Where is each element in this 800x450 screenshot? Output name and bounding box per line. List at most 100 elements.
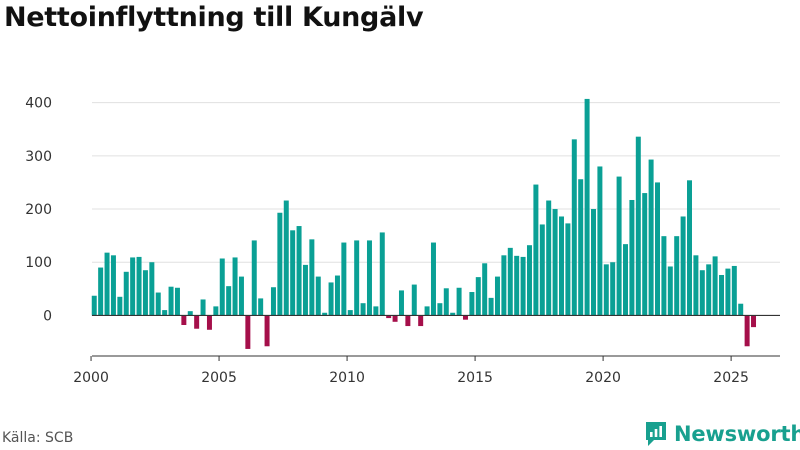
bar — [334, 275, 340, 316]
bar — [667, 266, 673, 316]
bar — [738, 303, 744, 316]
bar — [725, 268, 731, 316]
y-tick-label: 100 — [25, 255, 52, 271]
x-tick-label: 2005 — [201, 370, 237, 386]
bar — [142, 270, 148, 316]
bar — [559, 216, 564, 316]
source-label: Källa: SCB — [2, 430, 74, 446]
bar — [277, 212, 283, 316]
bar — [712, 256, 718, 316]
bar — [687, 180, 692, 316]
bar — [290, 230, 296, 316]
bar — [751, 315, 757, 328]
bar — [424, 306, 430, 316]
bar — [200, 299, 206, 316]
y-tick-label: 0 — [43, 308, 52, 324]
bar — [616, 176, 622, 316]
x-tick-label: 2000 — [73, 370, 109, 386]
bar — [418, 315, 424, 327]
bar — [443, 288, 449, 316]
bar — [168, 286, 174, 316]
bar — [635, 136, 641, 316]
bar — [373, 306, 379, 316]
bar — [482, 263, 488, 316]
bars — [91, 98, 757, 349]
bar — [706, 264, 712, 316]
bar — [213, 306, 219, 316]
y-tick-label: 200 — [25, 202, 52, 218]
bar — [456, 287, 462, 316]
bar — [699, 270, 705, 316]
bar — [539, 224, 545, 316]
bar — [194, 315, 200, 329]
bar — [226, 286, 232, 316]
bar — [283, 200, 289, 316]
y-tick-label: 300 — [25, 149, 52, 165]
bar — [347, 310, 353, 316]
bar — [149, 262, 155, 316]
bar — [258, 298, 264, 316]
bar — [219, 258, 225, 316]
bar — [507, 247, 513, 316]
bar — [104, 252, 110, 316]
bar — [123, 271, 129, 316]
bar — [322, 312, 328, 316]
bar — [571, 139, 577, 316]
bar — [366, 240, 372, 316]
bar — [136, 256, 142, 316]
bar — [411, 284, 417, 316]
bar — [623, 244, 628, 316]
bar — [245, 315, 251, 349]
bar — [328, 282, 334, 316]
bar — [462, 315, 468, 320]
bar — [206, 315, 212, 330]
bar — [450, 312, 456, 316]
x-tick-label: 2020 — [585, 370, 621, 386]
bar — [232, 257, 238, 316]
y-tick-label: 400 — [25, 96, 52, 112]
bar — [398, 290, 404, 316]
bar — [603, 264, 609, 316]
bar — [341, 242, 347, 316]
bar — [315, 276, 321, 316]
bar — [719, 274, 725, 316]
brand-name: Newsworthy — [674, 422, 800, 446]
bar — [238, 276, 244, 316]
bar — [565, 223, 571, 316]
bar — [130, 257, 136, 316]
bar — [360, 303, 366, 316]
bar — [494, 276, 500, 316]
bar — [655, 182, 660, 316]
bar — [533, 184, 539, 316]
bar — [731, 265, 737, 316]
bar — [91, 295, 97, 316]
bar — [354, 240, 360, 316]
bar — [251, 240, 257, 316]
bar — [680, 216, 686, 316]
bar — [475, 277, 481, 316]
bar — [117, 296, 123, 316]
bar — [526, 245, 532, 316]
bar — [578, 179, 584, 316]
bar — [552, 209, 558, 316]
bar — [514, 255, 520, 316]
bar — [584, 98, 590, 316]
bar — [309, 239, 315, 316]
x-tick-label: 2010 — [329, 370, 365, 386]
x-tick-label: 2025 — [713, 370, 749, 386]
bar — [162, 310, 168, 316]
bar — [674, 236, 680, 316]
bar — [469, 292, 475, 316]
bar — [379, 232, 385, 316]
bar — [661, 236, 667, 316]
bar — [302, 264, 308, 316]
bar — [181, 315, 187, 325]
bar — [110, 255, 116, 316]
bar — [430, 242, 436, 316]
bar — [648, 159, 654, 316]
bar — [437, 303, 443, 316]
newsworthy-logo-icon — [646, 422, 666, 446]
x-tick-label: 2015 — [457, 370, 493, 386]
bar — [744, 315, 750, 347]
